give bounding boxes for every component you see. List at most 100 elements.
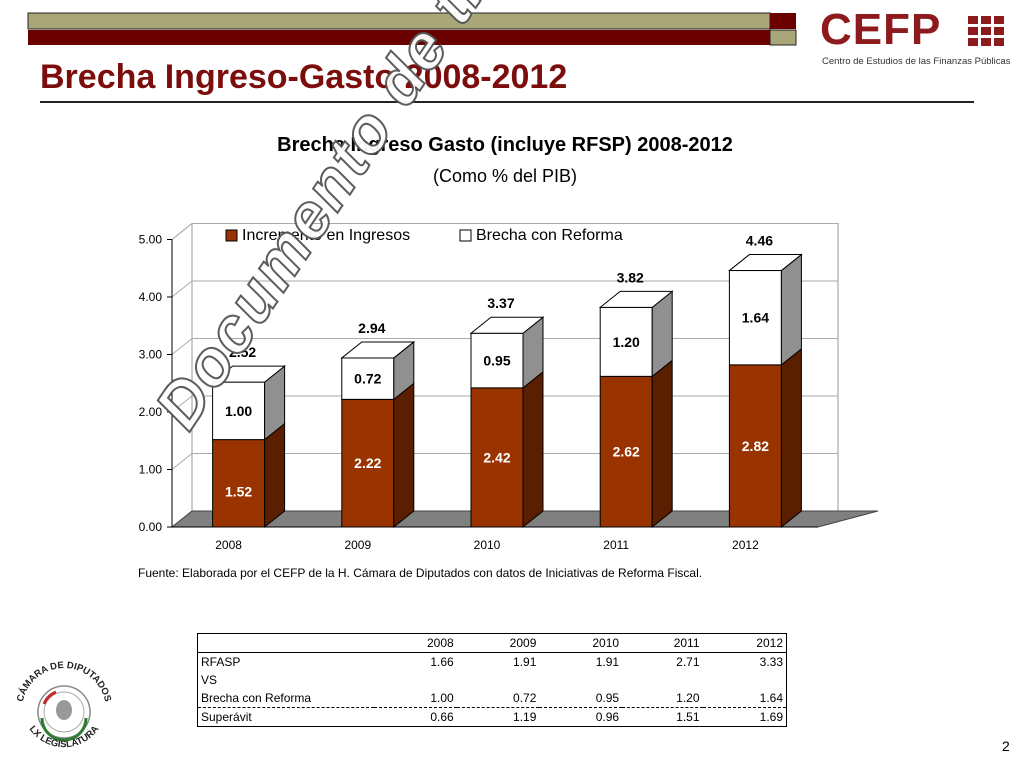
chart-y-tick-label: 3.00 [139,348,163,362]
table-cell: RFASP [201,655,241,669]
bar-segment-ingresos [212,439,266,528]
table-cell: 0.95 [539,689,623,708]
table-cell [622,671,702,689]
chart-gridline [171,280,838,298]
legend-label: Brecha con Reforma [476,227,623,244]
table-cell [539,671,622,689]
bar-side-ingresos [393,382,415,529]
bar-total-label: 4.46 [746,233,773,249]
bar-top-face [598,290,674,308]
chart-x-tick-label: 2012 [732,538,759,552]
bar-value-label-brecha: 1.64 [742,310,769,326]
bar-segment-ingresos [728,364,782,528]
table-header-row: 2008 2009 2010 2011 2012 [197,633,787,653]
bar-value-label-brecha: 0.72 [354,371,381,387]
chart-y-tick-label: 0.00 [139,520,163,534]
bar-segment-brecha [212,381,266,441]
legend-swatch [225,229,238,242]
chart-x-tick-label: 2011 [603,538,629,552]
svg-text:CÁMARA DE DIPUTADOS: CÁMARA DE DIPUTADOS [15,660,113,703]
chart-y-tick-label: 4.00 [139,290,163,304]
table-cell: Superávit [201,710,252,724]
bar-side-ingresos [522,370,544,529]
legend-swatch [459,229,472,242]
legend-label: Incremento en Ingresos [242,227,410,244]
page-number: 2 [1002,738,1010,754]
table-cell: 1.66 [430,655,454,669]
table-header-cell: 2011 [622,633,703,653]
bar-value-label-brecha: 1.20 [613,334,640,350]
chart-x-tick-label: 2010 [474,538,501,552]
table-cell: 1.51 [676,710,700,724]
chart-subtitle: (Como % del PIB) [432,166,578,186]
bar-side-ingresos [651,359,673,529]
table-cell: VS [201,673,218,687]
table-cell [457,671,540,689]
header-bands [27,12,797,46]
table-cell [374,671,457,689]
chart-gridline [171,223,838,240]
chart-y-tick-label: 2.00 [139,405,163,419]
chart-title: Brecha Ingreso Gasto (incluye RFSP) 2008… [277,134,733,156]
bar-side-brecha [780,253,802,366]
table-cell: 1.20 [622,689,703,708]
camara-diputados-seal: CÁMARA DE DIPUTADOS LX LEGISLATURA [15,660,113,751]
title-divider [40,101,974,103]
bar-value-label-ingresos: 2.82 [742,438,769,454]
chart-labels: 1.52 1.00 2.52 2008 2.22 0.72 2.94 2009 2.42 0.95… [215,233,773,552]
bar-top-face [727,254,803,272]
table-cell: 3.33 [759,655,783,669]
bar-side-ingresos [780,347,802,529]
bar-segment-ingresos [599,375,653,528]
bar-top-face [211,365,287,383]
bar-segment-ingresos [470,387,524,528]
cefp-logo: CEFP [820,5,942,54]
bar-value-label-ingresos: 2.62 [613,444,640,460]
chart-x-tick-label: 2008 [215,538,242,552]
table-cell: 1.69 [759,710,783,724]
bar-segment-brecha [341,357,395,400]
bar-value-label-ingresos: 1.52 [225,483,252,499]
bar-total-label: 2.94 [358,320,385,336]
table-cell: Brecha con Reforma [197,689,374,708]
seal-bottom-text: LX LEGISLATURA [27,724,102,751]
bar-side-ingresos [264,422,286,529]
bar-segment-brecha [728,270,782,366]
table-cell: 1.00 [374,689,457,708]
table-header-cell [197,633,374,653]
table-cell: 1.91 [595,655,620,669]
bar-total-label: 2.52 [229,344,256,360]
chart-y-tick-label: 1.00 [139,463,163,477]
bar-value-label-brecha: 0.95 [483,353,510,369]
table-cell: 1.64 [702,689,787,708]
table-cell: 2.71 [676,655,700,669]
chart-y-tick-label: 5.00 [139,233,163,247]
data-table: 2008 2009 2010 2011 2012 RFASP 1.66 1.91… [197,633,787,727]
table-row: Superávit 0.66 1.19 0.96 1.51 1.69 [198,708,787,727]
bar-segment-brecha [599,306,653,377]
table-cell: 0.66 [430,710,454,724]
chart-legend: Incremento en Ingresos Brecha con Reforma [225,227,623,244]
bar-top-face [340,341,416,359]
bar-total-label: 3.82 [617,269,644,285]
table-cell: 0.96 [595,710,620,724]
cefp-logo-subtitle: Centro de Estudios de las Finanzas Públi… [822,56,1011,67]
bar-value-label-brecha: 1.00 [225,403,252,419]
bar-top-face [469,316,545,334]
page-title: Brecha Ingreso-Gasto 2008-2012 [40,58,568,96]
table-cell: 1.19 [513,710,537,724]
chart-bars [211,253,803,529]
table-header-cell: 2012 [702,633,787,653]
seal-top-text: CÁMARA DE DIPUTADOS [15,660,113,703]
bar-segment-ingresos [341,398,395,528]
source-note: Fuente: Elaborada por el CEFP de la H. C… [138,566,703,580]
table-cell [703,671,787,689]
bar-total-label: 3.37 [487,295,514,311]
table-row: VS [198,671,787,689]
table-header-cell: 2010 [539,633,623,653]
bar-value-label-ingresos: 2.22 [354,455,381,471]
table-cell: 0.72 [456,689,540,708]
table-row: Brecha con Reforma 1.00 0.72 0.95 1.20 1… [197,689,787,708]
bar-value-label-ingresos: 2.42 [483,449,510,465]
